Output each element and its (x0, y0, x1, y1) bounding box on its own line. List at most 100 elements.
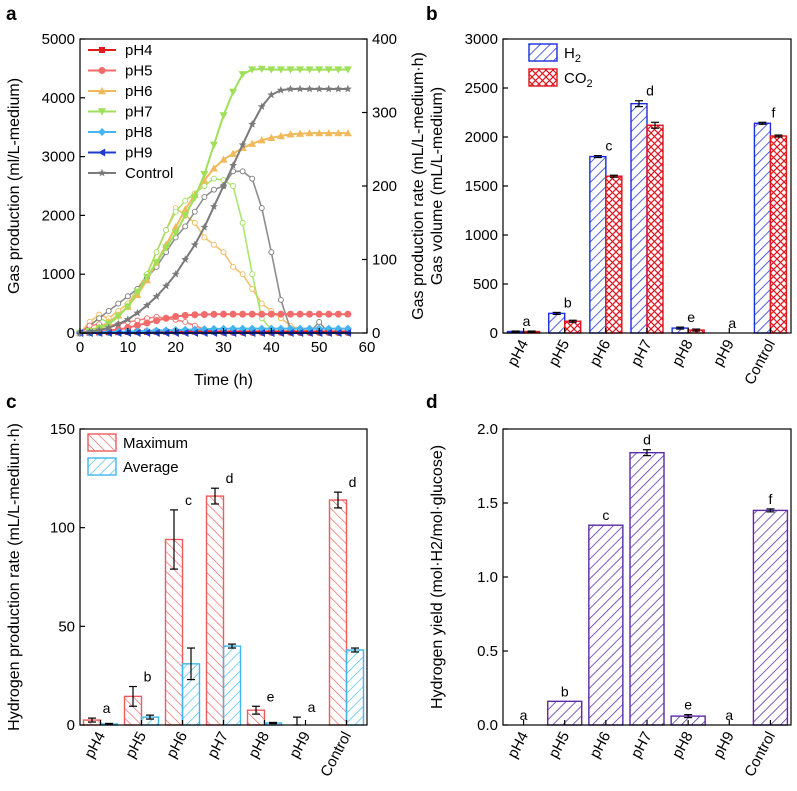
data-point (257, 65, 266, 73)
data-point (343, 66, 352, 74)
data-point (334, 310, 342, 318)
data-point (248, 66, 257, 74)
y-tick-label: 2500 (465, 80, 498, 97)
significance-label: a (520, 707, 528, 723)
data-point (210, 310, 218, 318)
x-tick-label: pH7 (204, 729, 232, 761)
data-point (114, 320, 123, 328)
rate-point (191, 208, 198, 215)
y-axis-label: Hydrogen production rate (mL/L-medium·h) (6, 423, 23, 731)
rate-point (249, 175, 256, 182)
legend-label-H2: H2 (564, 45, 581, 65)
data-point (239, 310, 247, 318)
data-point (276, 86, 285, 94)
data-point (209, 202, 218, 210)
chart-panel-b: a b c d e a f 0 500 1000 1500 2000 2500 3000 pH4 pH5 pH6… (429, 31, 792, 388)
legend-marker (98, 87, 106, 95)
data-point (229, 88, 238, 96)
rate-point (220, 249, 227, 256)
legend-marker (98, 128, 106, 136)
x-tick-label: pH8 (669, 729, 697, 761)
y2-tick-label: 200 (372, 178, 397, 195)
bar-H2-Control (753, 122, 772, 334)
data-point (162, 314, 170, 322)
y-tick-label: 0.5 (477, 643, 498, 660)
significance-label: b (561, 683, 569, 699)
data-point (286, 66, 295, 74)
bar-CO2-pH5 (564, 320, 582, 334)
x-tick-label: pH8 (669, 337, 697, 369)
panel-label-d: d (426, 392, 438, 413)
significance-label: f (771, 104, 775, 120)
rate-point (115, 300, 122, 307)
data-point (267, 66, 276, 74)
legend-label-CO2: CO2 (564, 70, 593, 90)
legend-marker (99, 47, 105, 53)
data-point (306, 310, 314, 318)
rate-point (210, 175, 217, 182)
y-tick-label: 0 (67, 717, 75, 734)
legend-marker (98, 108, 106, 116)
bar-H2-pH7 (630, 102, 648, 334)
data-point (267, 90, 276, 99)
y2-axis-label: Gas production rate (mL/L-medium·h) (410, 52, 427, 320)
y-tick-label: 1.5 (477, 495, 498, 512)
rate-point (277, 296, 284, 303)
x-tick-label: 10 (119, 339, 136, 356)
data-point (171, 229, 180, 238)
data-point (153, 317, 161, 325)
data-point (296, 129, 305, 137)
chart-panel-c: a b c d e a d 0 50 100 150 pH4 pH5 pH6 pH7 pH8 pH9 Contro… (6, 421, 368, 780)
data-point (191, 311, 199, 319)
legend-label: Control (125, 165, 173, 182)
data-point (143, 301, 151, 309)
y-tick-label: 150 (50, 421, 75, 438)
x-tick-label: pH5 (545, 337, 573, 369)
y-tick-label: 3000 (42, 149, 75, 166)
significance-label: a (308, 699, 316, 715)
bar-Hydrogen yield-pH6 (588, 524, 624, 726)
rate-point (201, 194, 208, 200)
y-tick-label: 2.0 (477, 421, 498, 438)
rate-point (258, 300, 265, 307)
rate-point (258, 205, 265, 212)
panel-label-b: b (426, 4, 438, 25)
data-point (334, 129, 343, 137)
significance-label: d (226, 470, 234, 486)
legend-label-Maximum: Maximum (123, 435, 188, 452)
data-point (181, 255, 190, 263)
data-point (315, 129, 324, 137)
data-point (171, 270, 180, 278)
data-point (248, 139, 257, 147)
rate-point (182, 197, 189, 204)
rate-point (124, 293, 131, 300)
x-tick-label: pH9 (710, 729, 738, 761)
rate-point (249, 285, 256, 292)
bar-H2-pH5 (548, 312, 566, 334)
significance-label: a (103, 700, 111, 716)
data-point (152, 292, 161, 300)
panel-label-c: c (6, 392, 17, 413)
data-point (248, 324, 257, 333)
x-tick-label: pH7 (628, 337, 656, 369)
rate-point (201, 234, 208, 241)
significance-label: b (564, 294, 572, 310)
x-tick-label: Control (317, 729, 355, 780)
data-point (324, 66, 333, 74)
data-point (305, 84, 314, 93)
rate-point (191, 219, 198, 226)
data-point (123, 303, 132, 311)
data-point (190, 194, 199, 202)
y2-tick-label: 300 (372, 105, 397, 122)
bar-Hydrogen yield-Control (752, 509, 789, 726)
legend-swatch-Average (87, 457, 117, 476)
data-point (286, 130, 295, 138)
data-point (181, 212, 190, 220)
y2-tick-label: 100 (372, 252, 397, 269)
data-point (343, 129, 352, 137)
x-tick-label: 40 (263, 339, 280, 356)
legend-label-Average: Average (123, 459, 179, 476)
significance-label: b (144, 669, 152, 685)
data-point (258, 310, 266, 318)
